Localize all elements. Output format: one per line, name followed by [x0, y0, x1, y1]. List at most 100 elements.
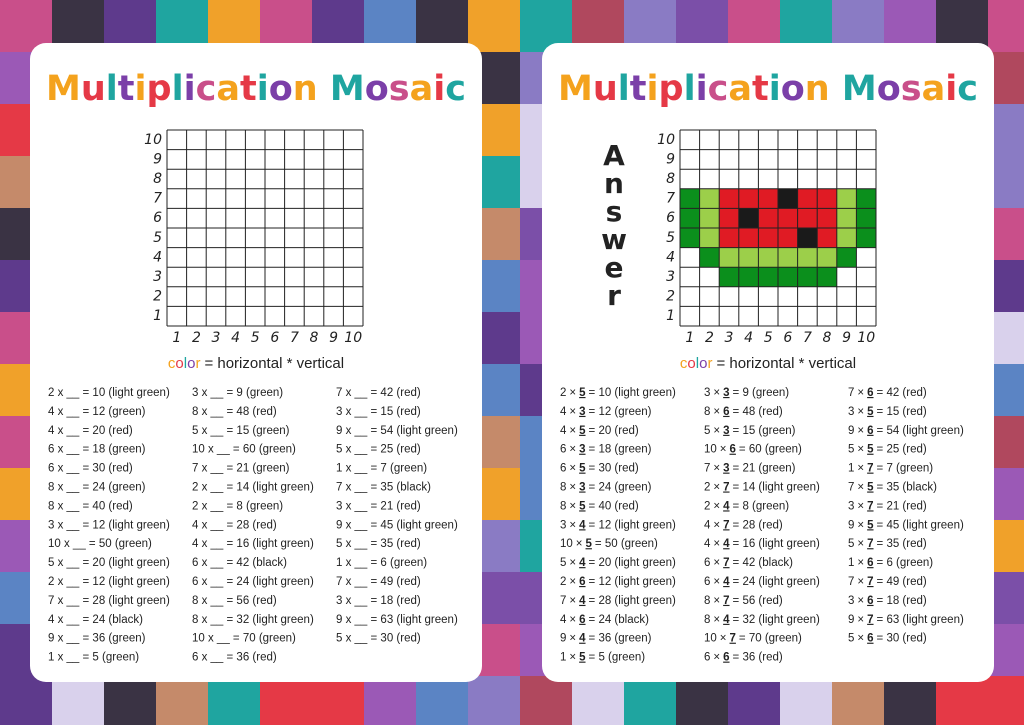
bg-tile: [208, 676, 260, 725]
equation: 9 x __ = 63 (light green): [336, 614, 458, 626]
factor: 7: [560, 595, 566, 607]
times: ×: [857, 406, 864, 418]
x-axis-label: 3: [212, 330, 221, 346]
x-axis-label: 8: [823, 330, 832, 346]
mosaic-cell: [856, 228, 876, 248]
x-axis-label: 1: [685, 330, 694, 346]
equation: 7 × 6 = 42 (red): [848, 387, 927, 399]
answer: 6: [723, 652, 729, 664]
factor: 9: [848, 614, 854, 626]
equation: 8 × 5 = 40 (red): [560, 500, 639, 512]
equation: 3 × 7 = 21 (red): [848, 500, 927, 512]
equation: 9 × 6 = 54 (light green): [848, 425, 964, 437]
equation: 4 × 6 = 24 (black): [560, 614, 649, 626]
times: ×: [576, 538, 583, 550]
equation: 7 x __ = 42 (red): [336, 387, 421, 399]
y-axis-label: 2: [666, 289, 675, 305]
answer-letter: r: [607, 279, 621, 312]
times: ×: [569, 557, 576, 569]
answer-letter: w: [601, 223, 627, 256]
mosaic-cell: [680, 188, 700, 209]
equation: 1 x __ = 6 (green): [336, 557, 427, 569]
x-axis-label: 6: [783, 330, 792, 346]
times: ×: [569, 633, 576, 645]
equation: 10 × 5 = 50 (green): [560, 538, 658, 550]
mosaic-cell: [778, 247, 798, 268]
times: ×: [713, 500, 720, 512]
factor: 1: [560, 652, 566, 664]
times: ×: [569, 614, 576, 626]
equation: 9 × 4 = 36 (green): [560, 633, 652, 645]
product: = 21 (green): [733, 463, 796, 475]
factor: 6: [704, 557, 710, 569]
equation: 7 × 5 = 35 (black): [848, 482, 937, 494]
answer: 6: [867, 633, 873, 645]
product: = 28 (light green): [589, 595, 676, 607]
mosaic-cell: [778, 208, 798, 228]
answer: 3: [579, 406, 585, 418]
product: = 20 (red): [589, 425, 639, 437]
mosaic-cell: [738, 267, 759, 287]
bg-tile: [988, 676, 1024, 725]
equation: 5 x __ = 15 (green): [192, 425, 290, 437]
factor: 8: [704, 595, 710, 607]
y-axis-label: 2: [153, 289, 162, 305]
times: ×: [857, 557, 864, 569]
factor: 5: [560, 557, 566, 569]
answer: 7: [867, 500, 873, 512]
equation: 7 × 7 = 49 (red): [848, 576, 927, 588]
factor: 8: [704, 614, 710, 626]
factor: 2: [704, 482, 710, 494]
factor: 4: [704, 519, 711, 531]
answer: 6: [867, 557, 873, 569]
factor: 3: [848, 500, 854, 512]
product: = 18 (green): [589, 444, 652, 456]
product: = 28 (red): [733, 519, 783, 531]
product: = 12 (green): [589, 406, 652, 418]
equation: 9 × 7 = 63 (light green): [848, 614, 964, 626]
bg-tile: [988, 0, 1024, 52]
equation: 6 x __ = 42 (black): [192, 557, 287, 569]
answer-letter: s: [606, 195, 623, 228]
x-axis-label: 8: [310, 330, 319, 346]
product: = 25 (red): [877, 444, 927, 456]
answer: 4: [723, 576, 730, 588]
times: ×: [569, 576, 576, 588]
answer: 3: [723, 425, 729, 437]
answer: 5: [579, 500, 586, 512]
times: ×: [713, 652, 720, 664]
mosaic-cell: [836, 228, 857, 248]
mosaic-cell: [797, 208, 818, 228]
factor: 5: [848, 538, 854, 550]
x-axis-label: 4: [744, 330, 753, 346]
bg-tile: [156, 676, 208, 725]
mosaic-cell: [836, 188, 857, 209]
product: = 63 (light green): [877, 614, 964, 626]
product: = 42 (black): [733, 557, 794, 569]
equation: 4 x __ = 16 (light green): [192, 538, 314, 550]
factor: 5: [848, 444, 854, 456]
mosaic-cell: [817, 247, 837, 268]
answer: 3: [579, 444, 585, 456]
answer: 5: [867, 482, 874, 494]
answer-letter: A: [603, 139, 625, 172]
y-axis-label: 8: [153, 171, 162, 187]
answer: 7: [723, 595, 729, 607]
answer: 6: [723, 406, 729, 418]
equation: 7 x __ = 21 (green): [192, 463, 290, 475]
factor: 1: [848, 557, 854, 569]
product: = 5 (green): [589, 652, 646, 664]
product: = 20 (light green): [589, 557, 676, 569]
equation: 3 x __ = 12 (light green): [48, 519, 170, 531]
product: = 60 (green): [739, 444, 802, 456]
caption: color = horizontal * vertical: [168, 355, 344, 372]
equation: 8 × 4 = 32 (light green): [704, 614, 820, 626]
product: = 6 (green): [877, 557, 934, 569]
y-axis-label: 7: [666, 191, 675, 207]
product: = 21 (red): [877, 500, 927, 512]
mosaic-cell: [758, 188, 778, 209]
times: ×: [857, 576, 864, 588]
mosaic-cell: [738, 247, 759, 268]
product: = 15 (red): [877, 406, 927, 418]
